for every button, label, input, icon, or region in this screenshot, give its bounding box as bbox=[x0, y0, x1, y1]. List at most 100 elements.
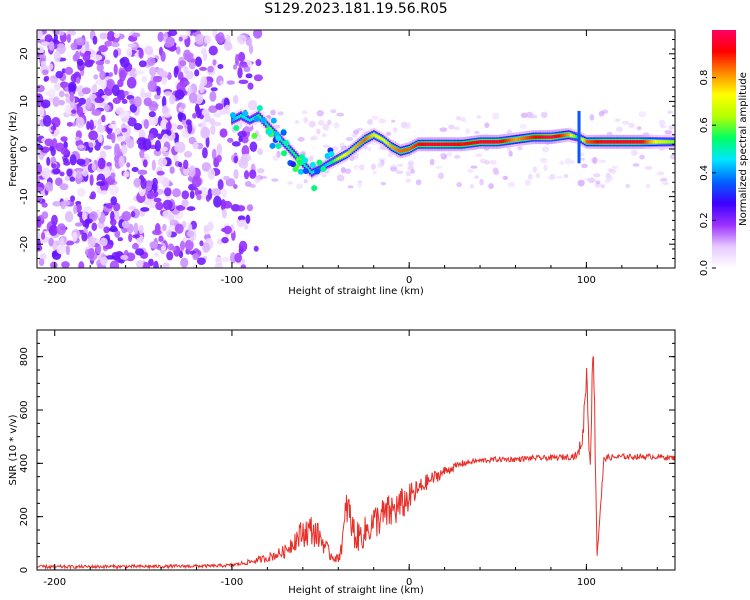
noise-blob bbox=[645, 183, 651, 189]
noise-blob bbox=[180, 257, 189, 268]
noise-blob bbox=[322, 144, 330, 149]
ridge-segment bbox=[548, 135, 551, 139]
ridge-segment bbox=[362, 139, 365, 143]
ridge-segment bbox=[631, 140, 634, 144]
noise-blob bbox=[152, 229, 162, 236]
ridge-segment bbox=[636, 140, 639, 144]
noise-blob bbox=[530, 114, 538, 119]
ridge-segment bbox=[569, 133, 572, 137]
noise-blob bbox=[89, 119, 94, 131]
ridge-segment bbox=[332, 159, 334, 164]
ridge-segment bbox=[341, 154, 343, 159]
y-tick-label: 400 bbox=[19, 454, 30, 473]
noise-blob bbox=[162, 133, 168, 141]
noise-blob bbox=[97, 134, 103, 143]
noise-blob bbox=[86, 120, 91, 130]
noise-blob bbox=[224, 104, 231, 115]
noise-blob bbox=[214, 256, 222, 264]
noise-blob bbox=[100, 77, 108, 90]
noise-blob bbox=[142, 159, 148, 168]
ridge-segment bbox=[656, 140, 659, 144]
ridge-segment bbox=[615, 140, 618, 144]
ridge-segment bbox=[645, 140, 648, 144]
noise-blob bbox=[133, 123, 143, 131]
noise-blob bbox=[54, 82, 61, 92]
noise-blob bbox=[103, 226, 110, 234]
ridge-segment bbox=[557, 134, 560, 138]
ridge-segment bbox=[383, 139, 386, 143]
noise-blob bbox=[155, 201, 164, 211]
noise-blob bbox=[103, 166, 111, 178]
ridge-segment bbox=[488, 140, 490, 144]
ridge-segment bbox=[257, 113, 260, 118]
noise-blob bbox=[488, 183, 494, 190]
colorbar-gradient bbox=[712, 30, 736, 268]
noise-blob bbox=[187, 122, 193, 134]
noise-blob bbox=[236, 34, 247, 43]
noise-blob bbox=[311, 135, 319, 140]
ridge-segment bbox=[303, 163, 306, 167]
ridge-segment bbox=[333, 158, 336, 163]
noise-blob bbox=[221, 208, 227, 219]
noise-blob bbox=[140, 177, 147, 190]
noise-blob bbox=[390, 166, 398, 172]
noise-blob bbox=[584, 177, 592, 182]
noise-blob bbox=[131, 32, 141, 38]
noise-blob bbox=[238, 79, 249, 85]
noise-blob bbox=[174, 142, 180, 152]
noise-blob bbox=[89, 195, 95, 200]
noise-blob bbox=[196, 257, 206, 265]
ridge-segment bbox=[484, 140, 487, 144]
noise-blob bbox=[215, 33, 220, 42]
noise-blob bbox=[625, 183, 631, 189]
ridge-segment bbox=[410, 146, 412, 150]
noise-blob bbox=[78, 97, 87, 105]
noise-blob bbox=[121, 144, 128, 155]
noise-blob bbox=[166, 251, 174, 261]
noise-blob bbox=[51, 163, 57, 169]
ridge-segment bbox=[654, 140, 657, 144]
ridge-segment bbox=[406, 147, 409, 152]
noise-blob bbox=[580, 157, 585, 161]
ridge-segment bbox=[509, 138, 512, 142]
ridge-blob bbox=[229, 112, 236, 119]
ridge-segment bbox=[550, 135, 552, 139]
noise-blob bbox=[308, 120, 316, 128]
ridge-segment bbox=[309, 169, 311, 173]
noise-blob bbox=[63, 141, 68, 150]
ridge-segment bbox=[619, 140, 622, 144]
ridge-segment bbox=[608, 140, 611, 144]
noise-blob bbox=[127, 117, 137, 127]
noise-blob bbox=[37, 45, 45, 54]
noise-blob bbox=[95, 60, 105, 66]
snr-xlabel: Height of straight line (km) bbox=[288, 585, 424, 596]
noise-blob bbox=[120, 254, 129, 260]
noise-blob bbox=[162, 177, 170, 188]
noise-blob bbox=[476, 115, 482, 119]
noise-blob bbox=[564, 158, 573, 165]
ridge-segment bbox=[647, 140, 650, 144]
ridge-segment bbox=[271, 129, 274, 133]
noise-blob bbox=[254, 176, 261, 184]
noise-blob bbox=[153, 260, 159, 268]
noise-blob bbox=[75, 201, 82, 206]
noise-blob bbox=[151, 159, 156, 171]
noise-blob bbox=[97, 118, 102, 125]
noise-blob bbox=[221, 236, 229, 244]
ridge-segment bbox=[649, 140, 652, 144]
noise-blob bbox=[208, 45, 218, 56]
ridge-segment bbox=[544, 135, 547, 139]
noise-blob bbox=[237, 130, 247, 138]
noise-blob bbox=[201, 162, 212, 172]
noise-blob bbox=[233, 184, 238, 189]
ridge-segment bbox=[381, 137, 384, 142]
noise-blob bbox=[621, 120, 630, 125]
x-tick-label: -200 bbox=[43, 577, 66, 588]
x-tick-label: 0 bbox=[406, 577, 412, 588]
noise-blob bbox=[237, 51, 246, 63]
noise-blob bbox=[232, 94, 239, 104]
ridge-segment bbox=[240, 113, 242, 118]
ridge-blob bbox=[242, 110, 249, 117]
ridge-blob bbox=[297, 159, 304, 166]
ridge-segment bbox=[291, 150, 294, 154]
